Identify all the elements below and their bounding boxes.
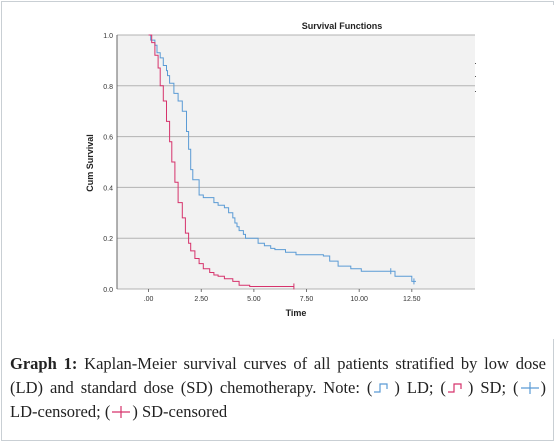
y-tick-label: 0.8 bbox=[103, 84, 113, 91]
y-tick-label: 0.2 bbox=[103, 236, 113, 243]
x-tick-label: 12.50 bbox=[403, 296, 421, 303]
y-axis-label: Cum Survival bbox=[85, 134, 95, 192]
x-tick-label: 7.50 bbox=[300, 296, 314, 303]
sd-line-icon bbox=[447, 381, 467, 394]
x-tick-label: 10.00 bbox=[350, 296, 368, 303]
y-tick-label: 0.4 bbox=[103, 185, 113, 192]
caption-text-main: Kaplan-Meier survival curves of all pati… bbox=[10, 354, 546, 397]
series-ld-line bbox=[148, 34, 416, 282]
plot-area bbox=[117, 35, 475, 289]
x-axis-label: Time bbox=[286, 308, 307, 318]
caption-text-sdc: ) SD-censored bbox=[132, 402, 228, 421]
x-tick-label: 2.50 bbox=[194, 296, 208, 303]
caption-text-ldc: ) LD-censored; ( bbox=[10, 378, 547, 421]
ld-line-icon bbox=[373, 381, 393, 394]
caption-label: Graph 1: bbox=[10, 354, 78, 373]
figure-caption: Graph 1: Kaplan-Meier survival curves of… bbox=[10, 352, 546, 424]
y-tick-label: 0.6 bbox=[103, 135, 113, 142]
axis-layer: 0.0 0.2 0.4 0.6 0.8 1.0 .00 2.50 5.00 7.50 10.00 12… bbox=[103, 33, 420, 303]
x-tick-label: .00 bbox=[144, 296, 154, 303]
y-tick-label: 1.0 bbox=[103, 33, 113, 40]
legend-marker-1 bbox=[475, 63, 476, 64]
caption-text-sd: ) SD; ( bbox=[467, 378, 519, 397]
legend-marker-2 bbox=[475, 76, 476, 77]
chart-title: Survival Functions bbox=[302, 21, 383, 31]
series-layer bbox=[148, 34, 416, 290]
grid-layer bbox=[117, 34, 475, 290]
chart-svg: 0.0 0.2 0.4 0.6 0.8 1.0 .00 2.50 5.00 7.50 10.00 12… bbox=[85, 21, 476, 318]
ld-censored-icon bbox=[520, 381, 540, 394]
x-tick-label: 5.00 bbox=[247, 296, 261, 303]
caption-text-ld: ) LD; bbox=[394, 378, 434, 397]
legend-marker-3 bbox=[475, 91, 476, 92]
caption-text-open: ( bbox=[433, 378, 446, 397]
y-tick-label: 0.0 bbox=[103, 287, 113, 294]
km-chart: 0.0 0.2 0.4 0.6 0.8 1.0 .00 2.50 5.00 7.50 10.00 12… bbox=[5, 5, 554, 339]
legend bbox=[475, 63, 476, 92]
series-sd-line bbox=[148, 34, 294, 287]
sd-censored-icon bbox=[111, 405, 131, 418]
